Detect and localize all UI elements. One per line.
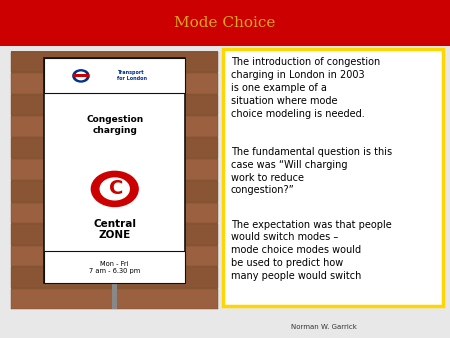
Bar (11, 116, 218, 137)
Bar (223, 49, 443, 306)
Bar (11, 138, 218, 159)
Bar (11, 51, 218, 309)
Bar (11, 267, 218, 288)
Bar (11, 160, 218, 180)
Bar (11, 246, 218, 266)
Text: Central
ZONE: Central ZONE (93, 219, 136, 240)
Bar (45, 58, 185, 93)
Circle shape (76, 72, 86, 80)
Bar (0, 0, 450, 46)
Text: The introduction of congestion
charging in London in 2003
is one example of a
si: The introduction of congestion charging … (231, 57, 380, 119)
Circle shape (73, 70, 89, 82)
Bar (11, 95, 218, 115)
Bar (11, 73, 218, 94)
Bar (11, 289, 218, 309)
Bar (112, 278, 117, 309)
Bar (45, 251, 185, 283)
Text: Congestion
charging: Congestion charging (86, 115, 144, 135)
Bar (73, 74, 89, 77)
Text: Mon - Fri
7 am - 6.30 pm: Mon - Fri 7 am - 6.30 pm (89, 261, 140, 273)
Text: Norman W. Garrick: Norman W. Garrick (291, 323, 357, 330)
Text: The fundamental question is this
case was “Will charging
work to reduce
congesti: The fundamental question is this case wa… (231, 147, 392, 195)
Text: Mode Choice: Mode Choice (174, 16, 276, 30)
Bar (11, 52, 218, 72)
Bar (11, 202, 218, 223)
Bar (11, 181, 218, 201)
Text: Transport
for London: Transport for London (117, 71, 147, 81)
Circle shape (91, 171, 138, 207)
Circle shape (100, 178, 129, 200)
Bar (11, 224, 218, 245)
Text: C: C (109, 179, 124, 198)
Bar (45, 58, 185, 283)
Text: The expectation was that people
would switch modes –
mode choice modes would
be : The expectation was that people would sw… (231, 220, 392, 281)
